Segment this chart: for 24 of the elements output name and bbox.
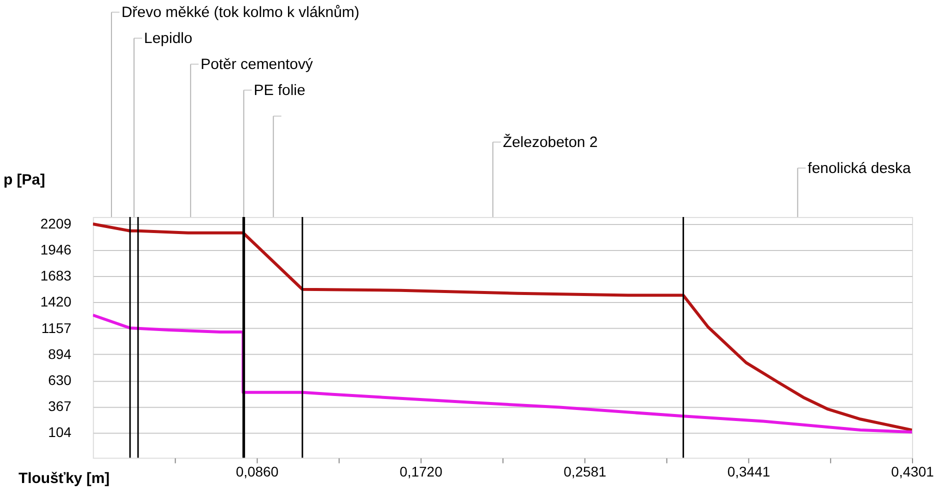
text: Potěr cementový — [200, 56, 314, 74]
line-series — [92, 222, 912, 432]
y-tick-label: 367 — [48, 398, 72, 414]
y-tick-label: 894 — [48, 346, 72, 362]
text: Dřevo měkké (tok kolmo k vláknům) — [121, 4, 360, 22]
x-tick-label: 0,1720 — [400, 463, 443, 480]
y-tick-label: 1946 — [40, 242, 72, 258]
text: fenolická deska — [808, 160, 912, 178]
y-tick-label: 1683 — [40, 268, 72, 284]
x-tick-label: 0,0860 — [236, 463, 279, 480]
text: Železobeton 2 — [502, 133, 598, 152]
y-tick-label: 104 — [48, 424, 72, 440]
x-axis-title: Tloušťky [m] — [18, 470, 110, 488]
y-axis-title: p [Pa] — [3, 172, 46, 189]
text: PE folie — [254, 82, 306, 100]
line-series — [92, 314, 912, 434]
text: Lepidlo — [144, 30, 192, 48]
y-tick-label: 630 — [48, 372, 72, 388]
y-tick-label: 1157 — [41, 320, 72, 336]
y-tick-label: 2209 — [40, 216, 72, 232]
x-tick-label: 0,3441 — [727, 463, 770, 480]
x-tick-label: 0,4301 — [891, 463, 934, 480]
y-tick-label: 1420 — [40, 294, 72, 310]
x-tick-label: 0,2581 — [564, 463, 607, 480]
